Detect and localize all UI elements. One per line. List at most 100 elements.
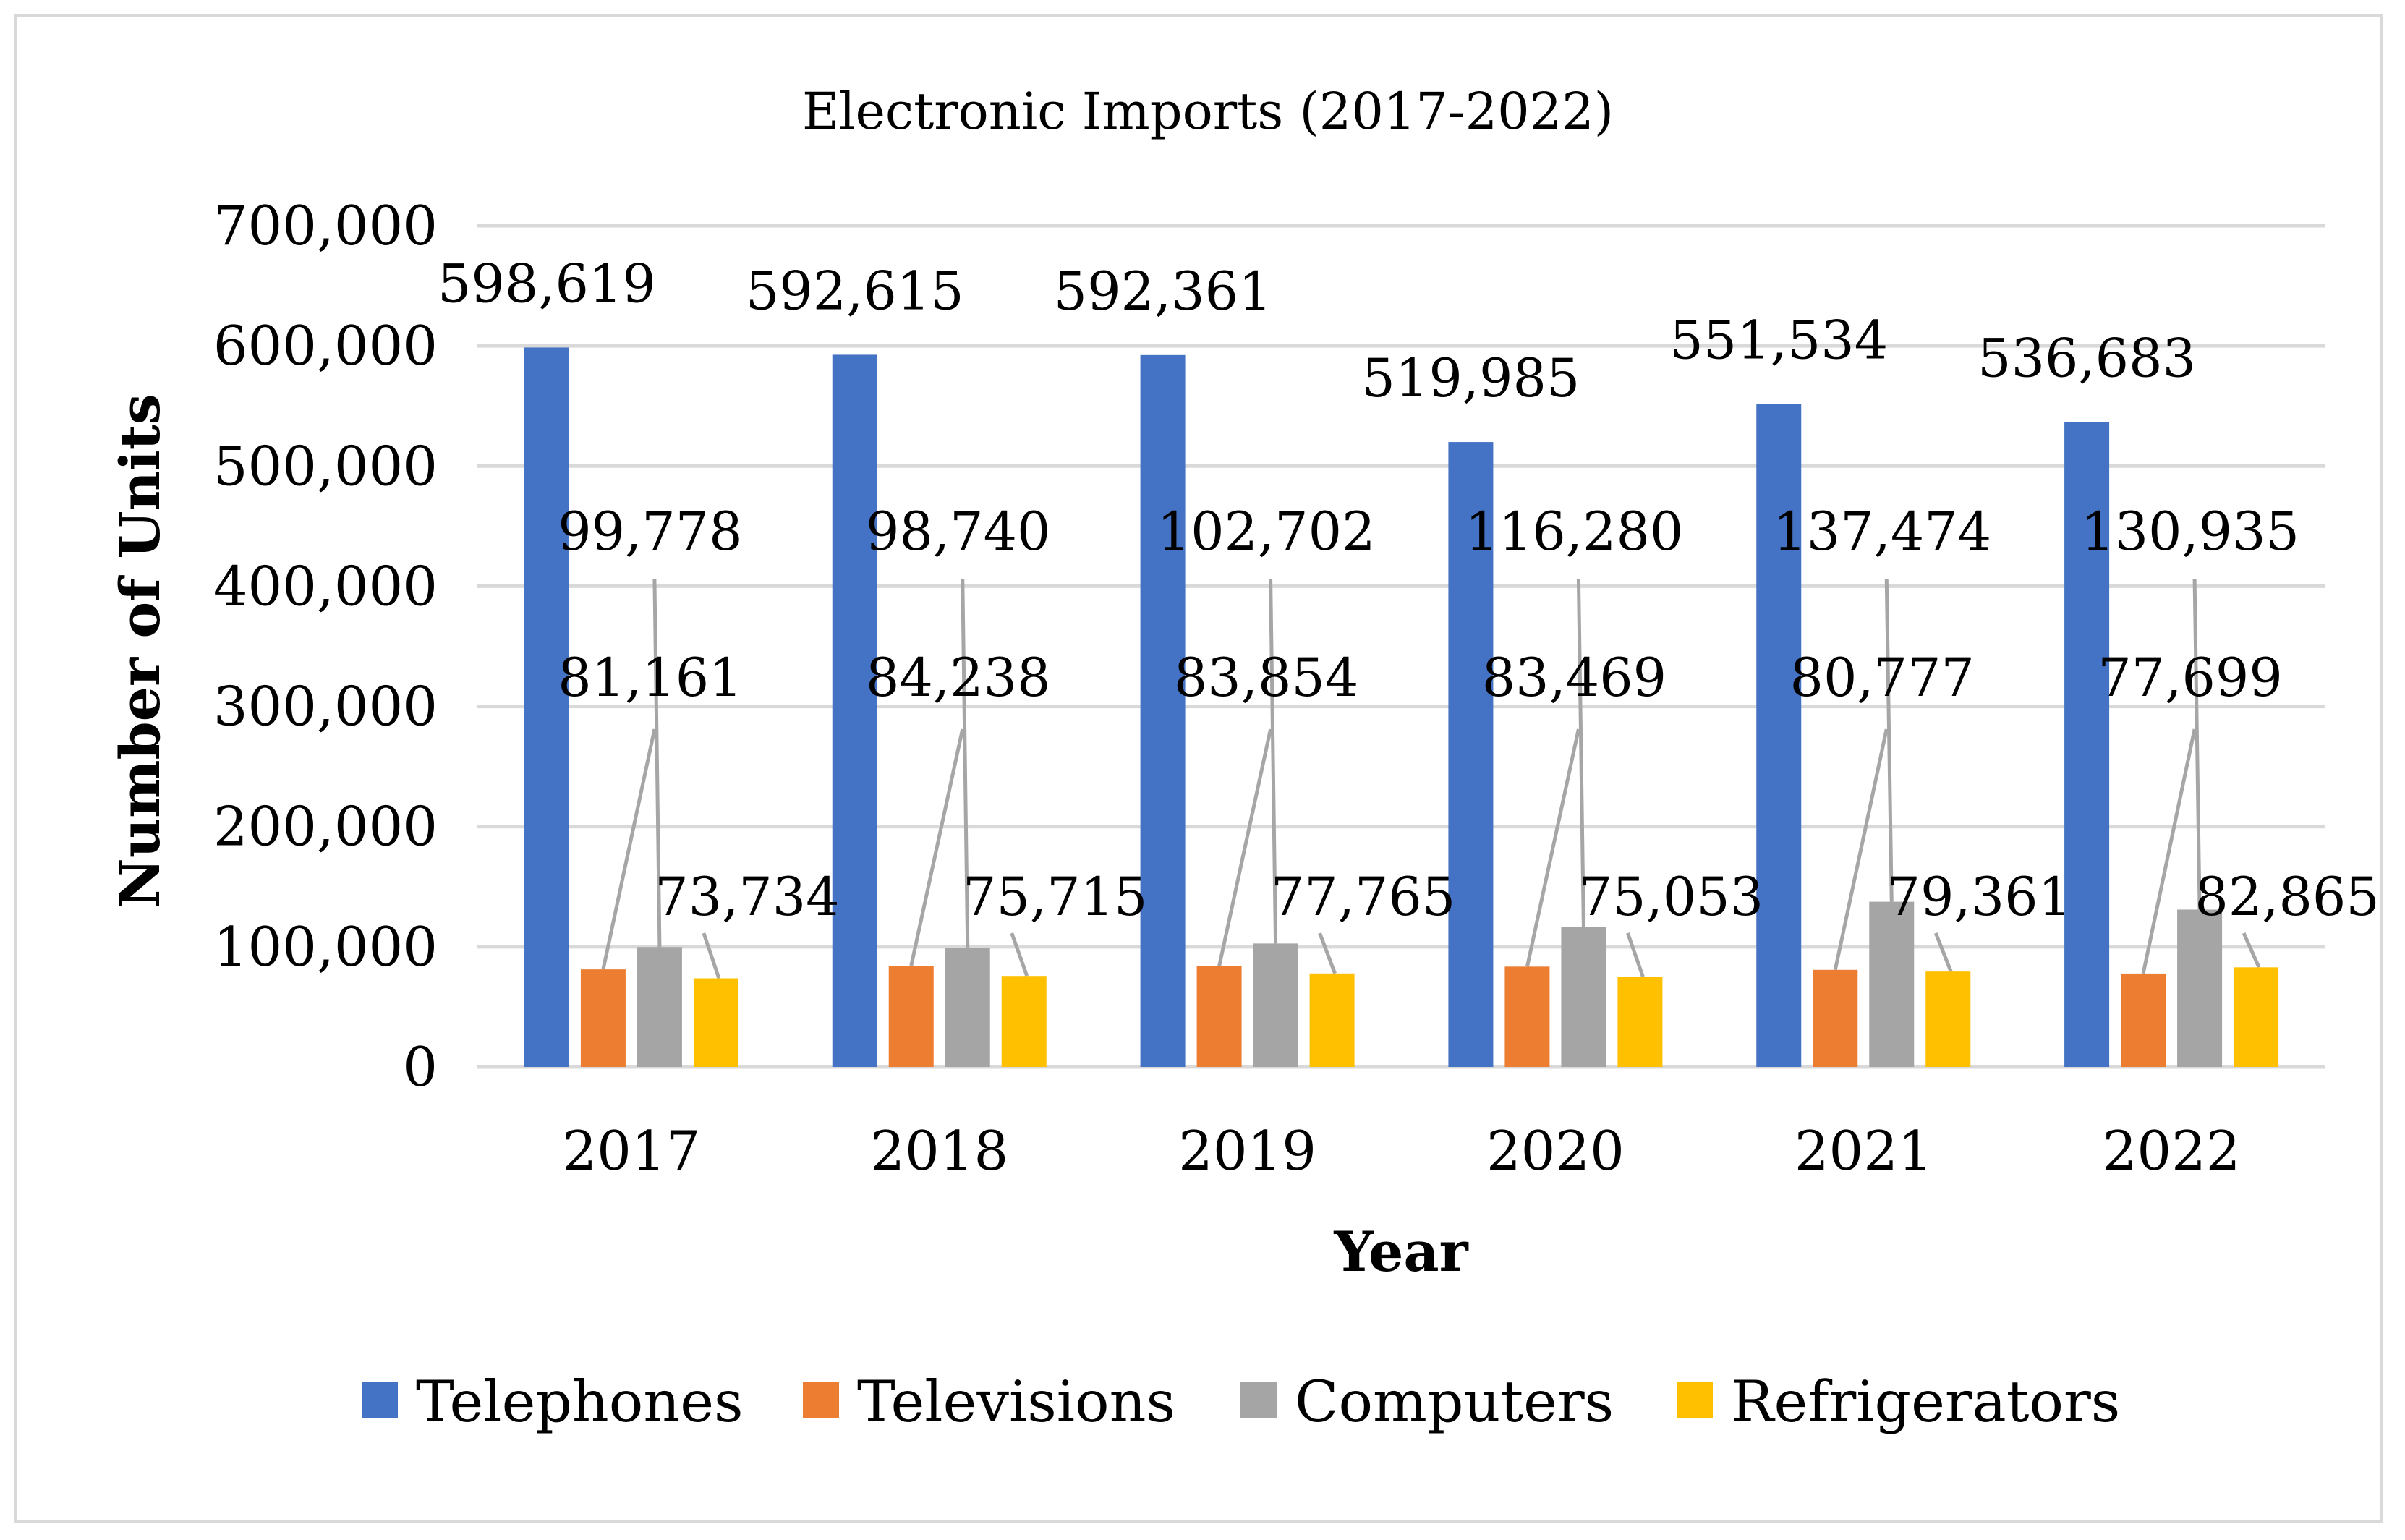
bar-televisions-2020 [1504, 966, 1550, 1067]
x-axis-title: Year [1333, 1220, 1468, 1284]
x-tick-label: 2017 [562, 1119, 700, 1183]
data-label-computers: 137,474 [1773, 501, 1991, 563]
data-labels: 598,619 99,778 81,161 73,734 592,615 98,740 84… [438, 253, 2380, 928]
data-label-refrigerators: 77,765 [1271, 867, 1455, 928]
data-label-computers: 130,935 [2081, 501, 2299, 563]
leader-line-refrigerators [1626, 932, 1645, 978]
data-label-refrigerators: 75,715 [963, 867, 1147, 928]
data-label-televisions: 83,469 [1482, 647, 1667, 709]
leader-line-computers [1269, 578, 1278, 944]
legend-label-refrigerators: Refrigerators [1731, 1369, 2120, 1435]
data-label-computers: 98,740 [866, 501, 1050, 563]
leader-line-refrigerators [1318, 932, 1337, 974]
y-tick-label: 100,000 [213, 915, 438, 979]
leader-line-computers [652, 578, 662, 948]
y-tick-label: 200,000 [213, 795, 438, 859]
legend-label-computers: Computers [1295, 1369, 1614, 1435]
x-tick-label: 2019 [1178, 1119, 1316, 1183]
data-label-telephones: 598,619 [438, 253, 656, 315]
data-label-computers: 99,778 [558, 501, 742, 563]
data-label-telephones: 519,985 [1361, 348, 1580, 409]
bar-televisions-2018 [888, 966, 934, 1067]
leader-line-computers [961, 578, 970, 948]
leader-line-televisions [1525, 728, 1580, 967]
data-label-telephones: 536,683 [1978, 328, 2196, 389]
data-label-computers: 116,280 [1465, 501, 1683, 563]
data-label-televisions: 80,777 [1790, 647, 1975, 709]
legend-label-televisions: Televisions [857, 1369, 1175, 1435]
leader-line-refrigerators [1010, 932, 1029, 977]
x-tick-label: 2021 [1795, 1119, 1933, 1183]
data-label-televisions: 83,854 [1174, 647, 1358, 709]
data-label-refrigerators: 73,734 [655, 867, 839, 928]
data-label-televisions: 81,161 [558, 647, 742, 709]
x-tick-label: 2022 [2103, 1119, 2241, 1183]
leader-line-computers [2192, 578, 2202, 910]
bar-refrigerators-2022 [2234, 967, 2279, 1067]
leader-line-televisions [1833, 728, 1889, 971]
leader-line-computers [1884, 578, 1894, 902]
bar-telephones-2018 [832, 354, 877, 1068]
y-tick-label: 700,000 [213, 194, 438, 258]
bar-telephones-2017 [524, 347, 569, 1068]
bar-computers-2020 [1561, 927, 1606, 1067]
bars [524, 347, 2279, 1068]
leader-line-televisions [1217, 728, 1273, 967]
bar-televisions-2017 [580, 969, 626, 1067]
y-tick-label: 400,000 [213, 554, 438, 618]
bar-telephones-2022 [2064, 422, 2110, 1067]
gridlines [477, 224, 2325, 1069]
bar-televisions-2022 [2121, 973, 2166, 1067]
y-axis-ticks: 0 100,000 200,000 300,000 400,000 500,000 600,… [213, 194, 438, 1099]
x-axis-ticks: 2017 2018 2019 2020 2021 2022 [562, 1119, 2240, 1183]
leader-line-televisions [909, 728, 965, 966]
bar-refrigerators-2019 [1309, 973, 1355, 1067]
bar-refrigerators-2018 [1001, 976, 1047, 1067]
data-label-refrigerators: 82,865 [2195, 867, 2379, 928]
data-label-televisions: 84,238 [866, 647, 1050, 709]
leader-line-refrigerators [2242, 932, 2261, 969]
data-label-telephones: 551,534 [1669, 310, 1888, 372]
bar-computers-2019 [1253, 943, 1298, 1067]
chart-frame [14, 14, 2383, 1523]
leader-line-computers [1576, 578, 1585, 927]
data-label-telephones: 592,615 [746, 260, 964, 322]
bar-computers-2021 [1869, 901, 1915, 1067]
bar-telephones-2020 [1448, 442, 1494, 1067]
bar-televisions-2021 [1813, 969, 1858, 1067]
bar-telephones-2019 [1140, 354, 1186, 1068]
leader-line-refrigerators [1933, 932, 1953, 973]
bar-televisions-2019 [1196, 966, 1242, 1067]
bar-refrigerators-2020 [1617, 977, 1663, 1067]
data-label-computers: 102,702 [1157, 501, 1376, 563]
bar-computers-2018 [945, 948, 990, 1067]
y-axis-title: Number of Units [108, 393, 172, 908]
leader-line-refrigerators [702, 932, 721, 979]
leader-line-televisions [2141, 728, 2197, 974]
legend-swatch-televisions [803, 1382, 839, 1418]
x-tick-label: 2018 [870, 1119, 1008, 1183]
legend-swatch-refrigerators [1677, 1382, 1713, 1418]
legend-swatch-telephones [362, 1382, 398, 1418]
y-tick-label: 300,000 [213, 675, 438, 739]
leader-lines [601, 578, 2261, 979]
y-tick-label: 0 [403, 1035, 438, 1099]
data-label-refrigerators: 75,053 [1579, 867, 1763, 928]
bar-computers-2022 [2177, 909, 2223, 1067]
bar-telephones-2021 [1756, 404, 1802, 1067]
legend-swatch-computers [1240, 1382, 1277, 1418]
bar-refrigerators-2021 [1925, 971, 1971, 1067]
bar-computers-2017 [637, 947, 682, 1067]
legend-label-telephones: Telephones [416, 1369, 744, 1435]
data-label-refrigerators: 79,361 [1887, 867, 2072, 928]
x-tick-label: 2020 [1486, 1119, 1625, 1183]
legend: Telephones Televisions Computers Refrigerat… [362, 1369, 2120, 1435]
leader-line-televisions [601, 728, 657, 970]
bar-refrigerators-2017 [693, 978, 738, 1067]
y-tick-label: 500,000 [213, 434, 438, 498]
data-label-telephones: 592,361 [1054, 261, 1272, 323]
y-tick-label: 600,000 [213, 314, 438, 378]
data-label-televisions: 77,699 [2098, 647, 2282, 709]
chart-title: Electronic Imports (2017-2022) [802, 82, 1614, 141]
